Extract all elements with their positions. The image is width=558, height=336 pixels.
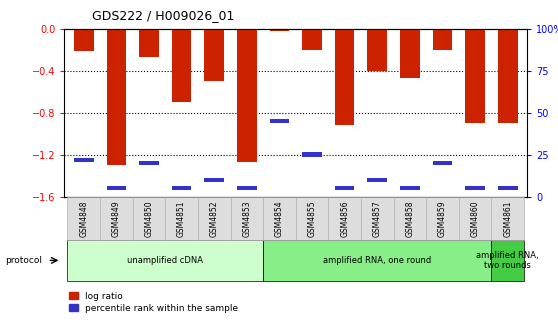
Bar bbox=[237, 186, 257, 190]
Text: GSM4850: GSM4850 bbox=[145, 200, 153, 237]
Text: GSM4849: GSM4849 bbox=[112, 200, 121, 237]
Bar bbox=[107, 29, 126, 165]
Bar bbox=[400, 186, 420, 190]
Text: GSM4861: GSM4861 bbox=[503, 200, 512, 237]
Bar bbox=[74, 158, 94, 162]
Bar bbox=[172, 186, 191, 190]
Text: amplified RNA, one round: amplified RNA, one round bbox=[323, 256, 431, 265]
Text: GSM4853: GSM4853 bbox=[242, 200, 251, 237]
Bar bbox=[237, 29, 257, 162]
Bar bbox=[204, 29, 224, 81]
Bar bbox=[335, 186, 354, 190]
Text: GSM4854: GSM4854 bbox=[275, 200, 284, 237]
Text: GDS222 / H009026_01: GDS222 / H009026_01 bbox=[92, 9, 234, 22]
Bar bbox=[107, 186, 126, 190]
Bar bbox=[139, 29, 159, 57]
Text: GSM4852: GSM4852 bbox=[210, 200, 219, 237]
Bar bbox=[432, 29, 453, 50]
Text: GSM4856: GSM4856 bbox=[340, 200, 349, 237]
Legend: log ratio, percentile rank within the sample: log ratio, percentile rank within the sa… bbox=[69, 292, 238, 312]
Bar bbox=[172, 29, 191, 102]
Text: protocol: protocol bbox=[6, 256, 42, 265]
Bar bbox=[204, 178, 224, 182]
Bar bbox=[74, 29, 94, 51]
Bar bbox=[335, 29, 354, 125]
Text: unamplified cDNA: unamplified cDNA bbox=[127, 256, 203, 265]
Bar bbox=[302, 29, 322, 50]
Bar bbox=[302, 153, 322, 157]
Text: amplified RNA,
two rounds: amplified RNA, two rounds bbox=[477, 251, 539, 270]
Bar bbox=[465, 186, 485, 190]
Bar bbox=[498, 29, 517, 123]
Bar bbox=[400, 29, 420, 78]
Bar bbox=[432, 161, 453, 165]
Text: GSM4848: GSM4848 bbox=[79, 200, 88, 237]
Bar bbox=[139, 161, 159, 165]
Bar bbox=[368, 29, 387, 71]
Text: GSM4858: GSM4858 bbox=[406, 200, 415, 237]
Bar bbox=[368, 178, 387, 182]
Text: GSM4860: GSM4860 bbox=[470, 200, 480, 237]
Text: GSM4859: GSM4859 bbox=[438, 200, 447, 237]
Bar bbox=[270, 29, 289, 31]
Bar bbox=[498, 186, 517, 190]
Bar bbox=[270, 119, 289, 123]
Bar bbox=[465, 29, 485, 123]
Text: GSM4851: GSM4851 bbox=[177, 200, 186, 237]
Text: GSM4857: GSM4857 bbox=[373, 200, 382, 237]
Text: GSM4855: GSM4855 bbox=[307, 200, 316, 237]
